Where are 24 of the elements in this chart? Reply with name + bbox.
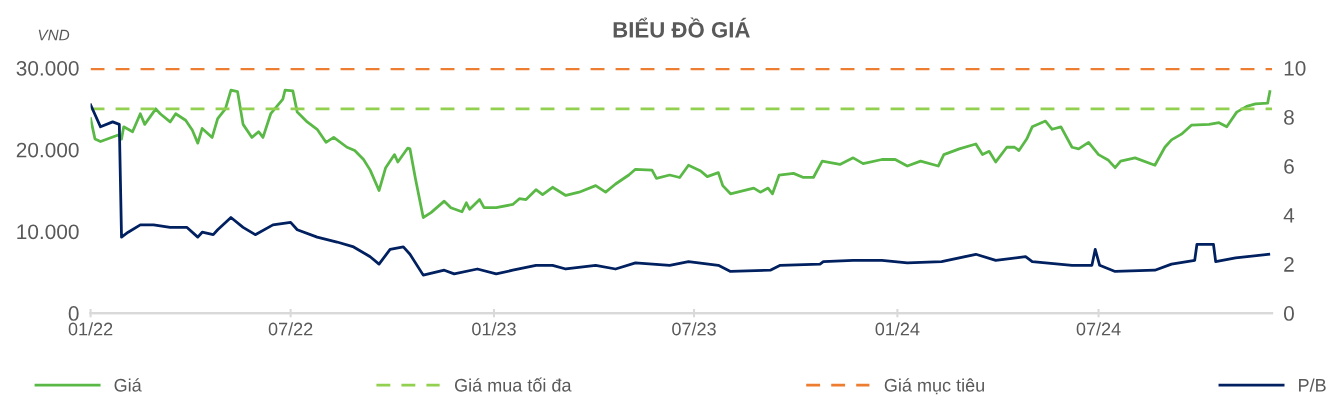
- line-series: [90, 88, 1272, 219]
- line-series: [90, 103, 1271, 277]
- y2-tick-label: 4: [1283, 208, 1295, 223]
- legend-label: P/B: [1299, 378, 1326, 392]
- x-tick-label: 07/23: [672, 322, 716, 336]
- y2-tick-label: 6: [1284, 159, 1294, 174]
- y2-tick-label: 0: [1283, 306, 1294, 321]
- y-tick-label: 30.000: [16, 60, 79, 76]
- y2-tick-label: 8: [1284, 110, 1294, 125]
- legend-label: Giá mục tiêu: [884, 378, 984, 395]
- chart-title: BIỂU ĐỒ GIÁ: [613, 17, 750, 38]
- y-tick-label: 10.000: [17, 224, 79, 240]
- x-tick-label: 07/22: [268, 322, 313, 336]
- legend-label: Giá: [114, 378, 142, 392]
- x-tick-label: 07/24: [1076, 322, 1121, 336]
- y2-tick-label: 2: [1284, 257, 1294, 272]
- x-tick-label: 01/23: [472, 322, 516, 336]
- x-tick-label: 01/22: [68, 322, 113, 336]
- y-tick-label: 0: [68, 306, 79, 321]
- x-tick-label: 01/24: [875, 322, 920, 336]
- y-axis-title: VND: [38, 29, 70, 41]
- y-tick-label: 20.000: [16, 142, 79, 158]
- legend-label: Giá mua tối đa: [454, 377, 572, 392]
- y2-tick-label: 10: [1284, 60, 1306, 76]
